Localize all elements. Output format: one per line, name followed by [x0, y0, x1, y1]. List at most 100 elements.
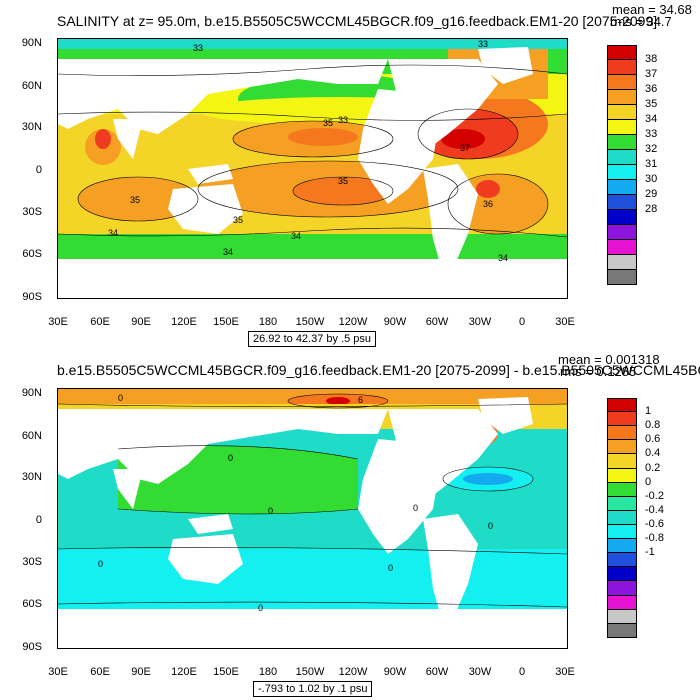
x-tick-label: 90W — [383, 316, 407, 328]
salinity-difference-panel: b.e15.B5505C5WCCML45BGCR.f09_g16.feedbac… — [0, 350, 700, 700]
colorbar-swatch — [607, 150, 637, 165]
colorbar-label: -0.4 — [645, 503, 664, 516]
colorbar-swatch — [607, 412, 637, 427]
colorbar-swatch — [607, 426, 637, 441]
colorbar-label: -1 — [645, 546, 655, 559]
x-tick-label: 30E — [48, 316, 68, 328]
y-tick-label: 60N — [21, 430, 42, 442]
colorbar-label: 0.6 — [645, 433, 661, 446]
contour-label: 34 — [108, 228, 118, 238]
colorbar-swatch — [607, 210, 637, 225]
antarctica-land — [58, 609, 567, 648]
south-america-land — [423, 514, 478, 624]
colorbar-swatch — [607, 510, 637, 525]
india-land — [113, 469, 143, 509]
colorbar-label: 35 — [645, 98, 658, 110]
difference-map: 0 6 0 0 0 0 0 0 0 — [58, 389, 567, 648]
colorbar-label: 0 — [645, 475, 652, 488]
colorbar-label: -0.8 — [645, 532, 664, 545]
colorbar-swatch — [607, 496, 637, 511]
colorbar-swatch — [607, 482, 637, 497]
contour-label: 0 — [268, 506, 273, 516]
x-tick-label: 90E — [131, 666, 151, 678]
colorbar-label: 36 — [645, 83, 658, 95]
mean-label: mean = 0.001318 — [558, 352, 660, 367]
x-tick-label: 60E — [90, 316, 110, 328]
y-tick-label: 0 — [35, 514, 42, 526]
colorbar-label: 29 — [645, 188, 658, 200]
colorbar-swatch — [607, 524, 637, 540]
x-tick-label: 30W — [468, 316, 492, 328]
x-tick-label: 0 — [518, 316, 526, 328]
colorbar-label: 38 — [645, 53, 658, 65]
contour-label: 35 — [323, 118, 333, 128]
rms-label: rms = 0.1285 — [560, 364, 637, 379]
map-plot-area: 0 6 0 0 0 0 0 0 0 — [57, 388, 568, 649]
colorbar-swatch — [607, 135, 637, 150]
plot-title: b.e15.B5505C5WCCML45BGCR.f09_g16.feedbac… — [57, 362, 700, 378]
y-tick-label: 30N — [21, 471, 42, 483]
north-america-land — [388, 59, 498, 149]
colorbar-swatch — [607, 195, 637, 210]
x-tick-label: 30E — [48, 666, 68, 678]
colorbar-swatch — [607, 454, 637, 469]
colorbar-label: -0.2 — [645, 489, 664, 502]
colorbar-label: 30 — [645, 173, 658, 185]
x-tick-label: 120W — [338, 666, 368, 678]
contour-range-label: 26.92 to 42.37 by .5 psu — [248, 331, 377, 347]
x-tick-label: 30W — [468, 666, 492, 678]
contour-label: 6 — [358, 395, 363, 405]
colorbar-swatch — [607, 60, 637, 75]
salinity-panel: SALINITY at z= 95.0m, b.e15.B5505C5WCCML… — [21, 2, 692, 347]
colorbar-swatch — [607, 539, 637, 554]
colorbar-swatch — [607, 105, 637, 120]
north-america-land — [388, 409, 498, 499]
colorbar-swatch — [607, 165, 637, 180]
colorbar-swatch — [607, 398, 637, 413]
antarctica-land — [58, 259, 567, 298]
x-tick-label: 60E — [90, 666, 110, 678]
colorbar-label: 0.2 — [645, 461, 661, 474]
contour-lines — [58, 64, 567, 238]
australia-land — [168, 534, 243, 584]
x-tick-label: 90W — [383, 666, 407, 678]
colorbar-swatch — [607, 468, 637, 483]
colorbar-swatch — [607, 90, 637, 105]
x-tick-label: 120E — [171, 316, 197, 328]
x-tick-label: 180 — [258, 666, 278, 678]
y-tick-label: 0 — [35, 164, 42, 176]
australia-land — [168, 184, 243, 234]
colorbar-swatch — [607, 255, 637, 270]
contour-lines — [58, 393, 567, 608]
colorbar-label: 33 — [645, 128, 658, 140]
eurasia-land — [58, 409, 388, 484]
y-tick-label: 60N — [21, 80, 42, 92]
colorbar-swatch — [607, 609, 637, 624]
contour-label: 35 — [130, 195, 140, 205]
contour-label: 0 — [388, 563, 393, 573]
colorbar-label: 34 — [645, 113, 658, 125]
x-tick-label: 120W — [338, 316, 368, 328]
contour-label: 37 — [460, 143, 470, 153]
contour-label: 35 — [233, 215, 243, 225]
colorbar-label: 0.4 — [645, 447, 661, 460]
colorbar-swatch — [607, 270, 637, 285]
greenland-land — [478, 397, 533, 434]
y-tick-label: 90S — [22, 641, 42, 653]
y-tick-label: 90N — [21, 37, 42, 49]
eurasia-land — [58, 59, 388, 134]
colorbar-swatch — [607, 180, 637, 195]
x-tick-label: 0 — [518, 666, 526, 678]
y-tick-label: 60S — [22, 248, 42, 260]
colorbar-label: 37 — [645, 68, 658, 80]
contour-label: 0 — [118, 393, 123, 403]
rms-label: rms = 34.7 — [610, 14, 672, 29]
y-tick-label: 90N — [21, 387, 42, 399]
colorbar-swatch — [607, 120, 637, 135]
x-tick-label: 60W — [425, 316, 449, 328]
contour-label: 0 — [228, 453, 233, 463]
x-tick-label: 150W — [295, 666, 325, 678]
y-tick-label: 90S — [22, 291, 42, 303]
colorbar-swatch — [607, 553, 637, 568]
contour-label: 0 — [488, 521, 493, 531]
